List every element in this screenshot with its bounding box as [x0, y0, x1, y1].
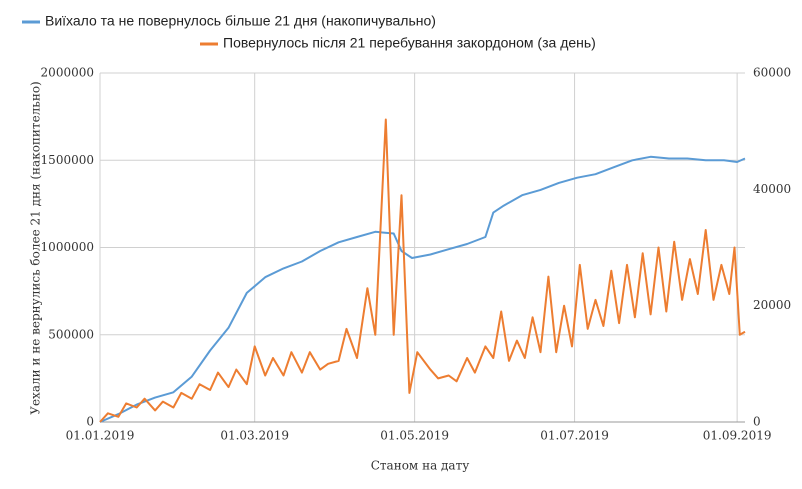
x-tick-label: 01.03.2019: [220, 429, 289, 443]
y-tick-label: 500000: [48, 327, 94, 341]
y-tick-label: 0: [86, 415, 94, 429]
x-tick-label: 01.09.2019: [703, 429, 772, 443]
x-tick-label: 01.07.2019: [540, 429, 609, 443]
y-tick-label: 1500000: [41, 153, 94, 167]
x-axis-title: Станом на дату: [371, 459, 470, 473]
y-tick-label: 1000000: [41, 240, 94, 254]
y2-tick-label: 40000: [753, 182, 791, 196]
x-tick-label: 01.05.2019: [380, 429, 449, 443]
y2-tick-label: 20000: [753, 298, 791, 312]
series-line: [99, 155, 746, 423]
x-tick-label: 01.01.2019: [66, 429, 135, 443]
legend-label: Виїхало та не повернулось більше 21 дня …: [45, 13, 436, 29]
legend-label: Повернулось після 21 перебування закордо…: [223, 35, 596, 51]
y2-tick-label: 0: [753, 415, 761, 429]
y-tick-label: 2000000: [41, 66, 94, 80]
y2-tick-label: 60000: [753, 66, 791, 80]
series-line: [99, 118, 746, 423]
y-axis-title: Уехали и не вернулись более 21 дня (нако…: [29, 81, 43, 414]
